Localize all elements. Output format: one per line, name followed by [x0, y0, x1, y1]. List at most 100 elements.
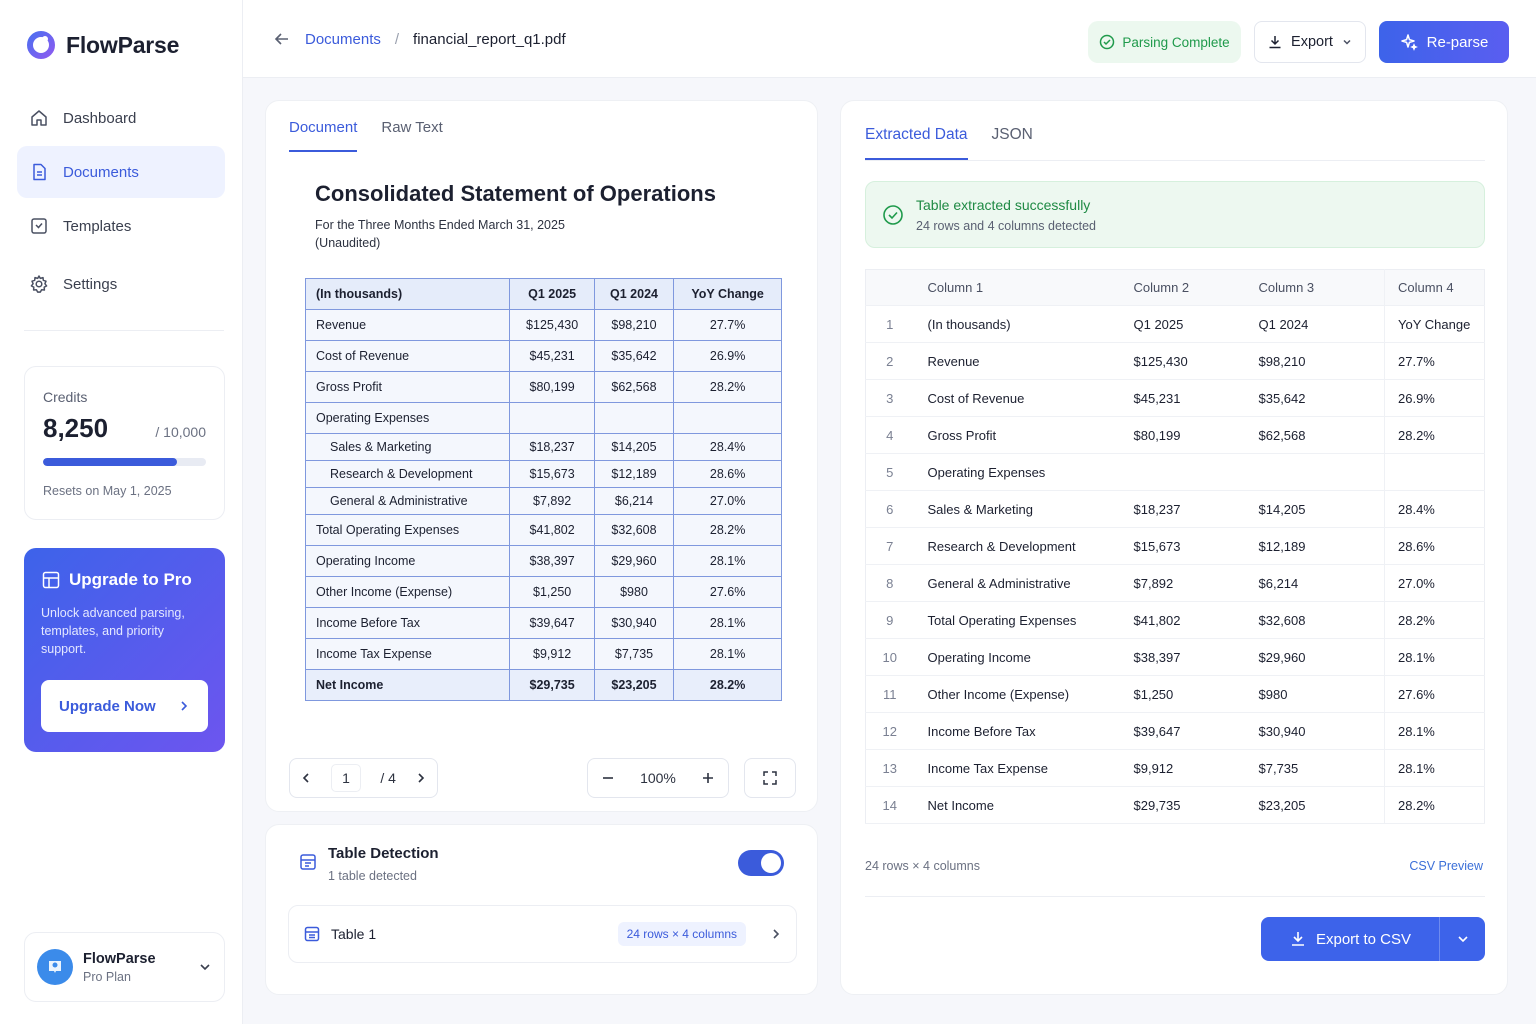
table-row: Total Operating Expenses $41,802 $32,608 28… — [304, 514, 782, 546]
table-row[interactable]: 10 Operating Income $38,397 $29,960 28.1% — [865, 638, 1485, 676]
table-row: Gross Profit $80,199 $62,568 28.2% — [304, 371, 782, 403]
table-row[interactable]: 4 Gross Profit $80,199 $62,568 28.2% — [865, 416, 1485, 454]
document-icon — [33, 163, 46, 181]
upgrade-title: Upgrade to Pro — [69, 570, 192, 589]
export-csv-button[interactable]: Export to CSV — [1261, 917, 1485, 961]
table-cell: 27.0% — [1384, 564, 1485, 602]
account-switcher[interactable]: FlowParse Pro Plan — [24, 932, 225, 1002]
table-cell: 28.1% — [673, 638, 782, 670]
table-cell: Cost of Revenue — [927, 379, 1134, 417]
table-cell: $80,199 — [509, 371, 595, 403]
table-cell: $7,892 — [509, 487, 595, 515]
table-cell: $125,430 — [509, 309, 595, 341]
upgrade-now-button[interactable]: Upgrade Now — [41, 680, 208, 732]
extracted-tabs: Extracted Data JSON — [865, 126, 1485, 161]
table-cell — [1258, 453, 1385, 491]
table-cell: $39,647 — [509, 607, 595, 639]
table-cell: $80,199 — [1133, 416, 1259, 454]
column-header[interactable]: Column 3 — [1258, 269, 1385, 306]
flowparse-avatar-icon — [49, 961, 61, 973]
row-index: 12 — [865, 712, 928, 750]
table-row[interactable]: 12 Income Before Tax $39,647 $30,940 28.1% — [865, 712, 1485, 750]
table-row[interactable]: 2 Revenue $125,430 $98,210 27.7% — [865, 342, 1485, 380]
table-detection-toggle[interactable] — [738, 850, 784, 876]
page-navigator: 1 / 4 — [289, 758, 438, 798]
column-header[interactable]: Column 4 — [1384, 269, 1485, 306]
sidebar-item-templates[interactable]: Templates — [17, 200, 225, 252]
table-row[interactable]: 9 Total Operating Expenses $41,802 $32,608 2… — [865, 601, 1485, 639]
table-row: Operating Expenses — [304, 402, 782, 434]
table-cell — [593, 402, 675, 434]
table-row[interactable]: 13 Income Tax Expense $9,912 $7,735 28.1% — [865, 749, 1485, 787]
table-cell: $98,210 — [593, 309, 675, 341]
row-index: 10 — [865, 638, 928, 676]
table-cell: $1,250 — [509, 576, 595, 608]
table-row[interactable]: 8 General & Administrative $7,892 $6,214 27.… — [865, 564, 1485, 602]
sidebar-item-label: Dashboard — [63, 109, 137, 127]
table-row[interactable]: 7 Research & Development $15,673 $12,189 28.… — [865, 527, 1485, 565]
tab-extracted-data[interactable]: Extracted Data — [865, 126, 968, 160]
table-detection-panel: Table Detection 1 table detected Table 1… — [265, 824, 818, 995]
csv-preview-link[interactable]: CSV Preview — [1409, 859, 1483, 873]
detected-table-item[interactable]: Table 1 24 rows × 4 columns — [288, 905, 797, 963]
chevron-down-icon — [200, 964, 210, 971]
extracted-data-panel: Extracted Data JSON Table extracted succ… — [840, 100, 1508, 995]
fullscreen-button[interactable] — [744, 758, 796, 798]
table-row[interactable]: 14 Net Income $29,735 $23,205 28.2% — [865, 786, 1485, 824]
sidebar-item-documents[interactable]: Documents — [17, 146, 225, 198]
table-cell: 28.1% — [673, 607, 782, 639]
sidebar-item-settings[interactable]: Settings — [17, 258, 225, 310]
plus-icon[interactable] — [701, 771, 715, 785]
table-cell: Gross Profit — [927, 416, 1134, 454]
page-number-input[interactable]: 1 — [331, 764, 362, 792]
zoom-level: 100% — [640, 770, 676, 786]
table-row: General & Administrative $7,892 $6,214 27.0… — [304, 487, 782, 515]
tab-json[interactable]: JSON — [991, 126, 1033, 143]
credits-card: Credits 8,250 / 10,000 Resets on May 1, … — [24, 366, 225, 520]
chevron-left-icon[interactable] — [300, 772, 312, 784]
table-row[interactable]: 1 (In thousands) Q1 2025 Q1 2024 YoY Change — [865, 305, 1485, 343]
breadcrumb-documents-link[interactable]: Documents — [305, 30, 381, 48]
table-cell: $980 — [593, 576, 675, 608]
sidebar-item-dashboard[interactable]: Dashboard — [17, 92, 225, 144]
export-csv-main[interactable]: Export to CSV — [1261, 917, 1439, 961]
template-icon — [31, 218, 47, 234]
minus-icon[interactable] — [601, 771, 615, 785]
table-cell: Q1 2025 — [1133, 305, 1259, 343]
table-cell: $62,568 — [593, 371, 675, 403]
row-index: 2 — [865, 342, 928, 380]
row-index: 3 — [865, 379, 928, 417]
table-row[interactable]: 3 Cost of Revenue $45,231 $35,642 26.9% — [865, 379, 1485, 417]
table-row[interactable]: 11 Other Income (Expense) $1,250 $980 27.6% — [865, 675, 1485, 713]
table-row: Net Income $29,735 $23,205 28.2% — [304, 669, 782, 701]
brand[interactable]: FlowParse — [26, 30, 179, 60]
credits-label: Credits — [43, 389, 88, 405]
column-header[interactable]: Column 1 — [927, 269, 1134, 306]
row-index: 13 — [865, 749, 928, 787]
top-header: Documents / financial_report_q1.pdf Pars… — [243, 0, 1536, 78]
account-name: FlowParse — [83, 950, 156, 967]
table-cell: $12,189 — [593, 460, 675, 488]
export-csv-dropdown[interactable] — [1439, 917, 1485, 961]
sparkle-icon — [1400, 34, 1418, 51]
chevron-right-icon[interactable] — [415, 772, 427, 784]
tab-document[interactable]: Document — [289, 119, 358, 152]
export-button[interactable]: Export — [1254, 21, 1366, 63]
table-cell: 28.2% — [673, 371, 782, 403]
table-cell: 28.6% — [1384, 527, 1485, 565]
chevron-down-icon — [1457, 936, 1468, 943]
table-detection-title: Table Detection — [328, 845, 439, 862]
table-cell: $23,205 — [1258, 786, 1385, 824]
reparse-button[interactable]: Re-parse — [1379, 21, 1509, 63]
column-header[interactable]: Column 2 — [1133, 269, 1259, 306]
back-arrow-icon[interactable] — [273, 30, 291, 48]
table-cell: $30,940 — [1258, 712, 1385, 750]
table-row[interactable]: 6 Sales & Marketing $18,237 $14,205 28.4% — [865, 490, 1485, 528]
table-header-cell: YoY Change — [673, 278, 782, 310]
breadcrumb-separator: / — [394, 30, 400, 48]
table-cell: $32,608 — [1258, 601, 1385, 639]
brand-name: FlowParse — [66, 31, 180, 58]
table-row[interactable]: 5 Operating Expenses — [865, 453, 1485, 491]
tab-raw-text[interactable]: Raw Text — [381, 119, 443, 136]
table-cell: 28.1% — [1384, 638, 1485, 676]
